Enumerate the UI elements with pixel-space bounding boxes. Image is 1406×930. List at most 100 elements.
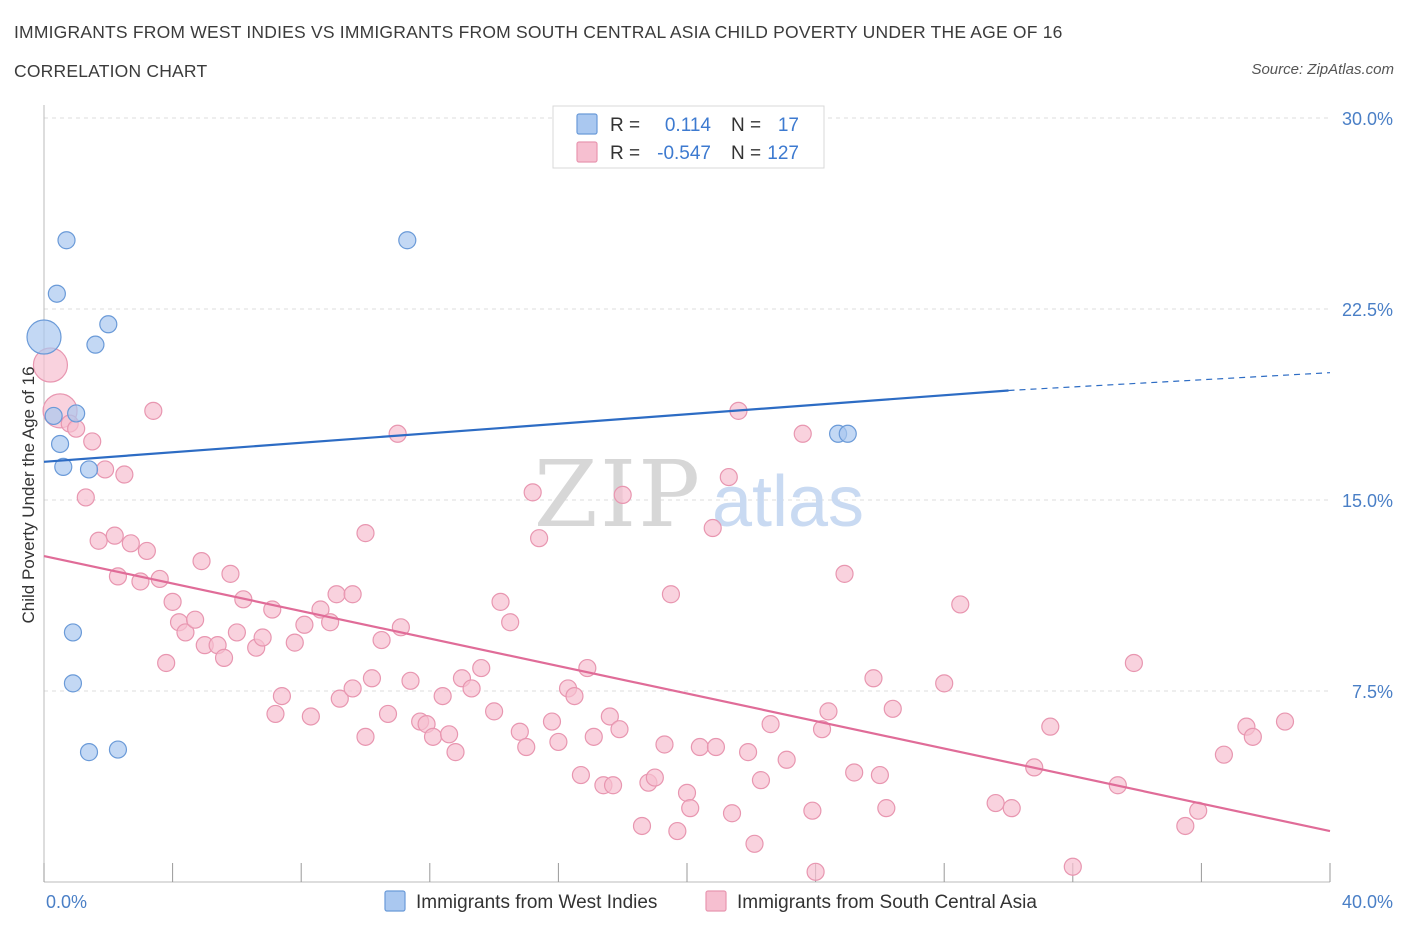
chart-title: IMMIGRANTS FROM WEST INDIES VS IMMIGRANT…	[14, 22, 1063, 42]
south-central-asia-point-52	[439, 725, 459, 744]
south-central-asia-point-59	[501, 613, 520, 632]
south-central-asia-point-37	[272, 686, 292, 706]
legend-r-value-west-indies: 0.114	[665, 115, 712, 136]
west-indies-point-5	[44, 406, 63, 426]
west-indies-point-1	[57, 231, 76, 250]
south-central-asia-point-7	[115, 465, 134, 484]
south-central-asia-point-102	[835, 564, 854, 583]
south-central-asia-point-81	[655, 735, 674, 754]
south-central-asia-point-67	[549, 732, 568, 752]
west-indies-point-4	[86, 335, 105, 354]
south-central-asia-point-56	[472, 658, 491, 678]
south-central-asia-point-95	[761, 715, 780, 734]
south-central-asia-point-74	[603, 776, 623, 795]
south-central-asia-point-22	[192, 552, 211, 571]
south-central-asia-point-106	[877, 799, 896, 818]
south-central-asia-point-58	[491, 592, 510, 611]
south-central-asia-point-82	[661, 585, 681, 604]
south-central-asia-point-25	[227, 623, 246, 642]
south-central-asia-point-6	[95, 460, 115, 479]
south-central-asia-point-109	[951, 595, 970, 614]
legend-swatch-west-indies	[576, 113, 598, 135]
south-central-asia-point-86	[690, 737, 709, 757]
south-central-asia-point-70	[571, 765, 591, 785]
south-central-asia-point-30	[157, 653, 176, 673]
south-central-asia-point-36	[343, 585, 362, 604]
south-central-asia-point-60	[510, 722, 529, 741]
y-tick-label-0: 7.5%	[1352, 682, 1393, 702]
y-tick-label-2: 22.5%	[1342, 300, 1393, 320]
legend-r-value-south-central-asia: -0.547	[657, 143, 711, 164]
south-central-asia-point-4	[83, 432, 102, 451]
south-central-asia-point-90	[722, 804, 742, 823]
south-central-asia-point-55	[462, 679, 481, 698]
y-tick-label-1: 15.0%	[1342, 491, 1393, 511]
south-central-asia-point-93	[745, 834, 764, 853]
south-central-asia-point-110	[986, 793, 1005, 813]
south-central-asia-point-61	[517, 737, 536, 757]
legend-n-label-west-indies: N =	[731, 115, 761, 136]
south-central-asia-point-10	[105, 526, 124, 545]
south-central-asia-point-63	[530, 529, 549, 548]
south-central-asia-point-80	[645, 768, 664, 787]
series-south-central-asia-points	[32, 347, 1295, 881]
south-central-asia-point-43	[372, 630, 391, 650]
chart-subtitle: CORRELATION CHART	[14, 61, 208, 81]
series-west-indies-points	[26, 231, 857, 762]
south-central-asia-point-38	[266, 704, 285, 724]
west-indies-point-15	[79, 743, 99, 762]
source-credit: Source: ZipAtlas.com	[1251, 61, 1394, 78]
south-central-asia-point-29	[214, 648, 234, 667]
south-central-asia-point-114	[1063, 857, 1082, 876]
south-central-asia-point-97	[793, 424, 812, 443]
top-legend: R = 0.114 N = 17 R = -0.547 N = 127	[552, 105, 825, 169]
south-central-asia-point-39	[301, 707, 320, 726]
south-central-asia-trend-line	[43, 554, 1331, 833]
south-central-asia-point-104	[864, 669, 883, 688]
legend-n-value-west-indies: 17	[778, 115, 799, 136]
south-central-asia-point-117	[1176, 816, 1195, 836]
bottom-legend: Immigrants from West Indies Immigrants f…	[384, 890, 1037, 913]
legend-r-label-west-indies: R =	[610, 115, 640, 136]
south-central-asia-point-85	[681, 799, 700, 818]
bottom-legend-label-south-central-asia: Immigrants from South Central Asia	[737, 892, 1037, 913]
south-central-asia-point-32	[295, 615, 314, 634]
trend-lines	[43, 372, 1331, 833]
south-central-asia-point-3	[67, 419, 86, 438]
south-central-asia-point-65	[356, 524, 375, 543]
south-central-asia-point-88	[706, 737, 726, 757]
west-indies-point-0	[26, 319, 62, 355]
south-central-asia-point-78	[632, 816, 652, 836]
axes	[43, 105, 1331, 883]
south-central-asia-point-103	[845, 763, 864, 782]
west-indies-point-10	[398, 231, 417, 250]
south-central-asia-point-18	[176, 623, 195, 642]
south-central-asia-point-46	[378, 704, 398, 724]
south-central-asia-point-57	[485, 702, 504, 721]
south-central-asia-point-16	[163, 592, 182, 611]
south-central-asia-point-40	[330, 689, 349, 708]
west-indies-trend-extension	[1008, 372, 1331, 392]
south-central-asia-point-94	[751, 771, 771, 790]
south-central-asia-point-98	[803, 801, 822, 820]
south-central-asia-point-72	[584, 727, 603, 746]
x-tick-label-0: 0.0%	[46, 892, 87, 912]
south-central-asia-point-23	[221, 564, 240, 583]
south-central-asia-point-113	[1041, 717, 1060, 736]
south-central-asia-point-89	[719, 467, 738, 487]
west-indies-point-8	[54, 457, 73, 476]
south-central-asia-point-107	[883, 699, 902, 718]
south-central-asia-point-100	[819, 702, 838, 721]
south-central-asia-point-27	[253, 628, 272, 647]
south-central-asia-point-8	[76, 488, 95, 507]
south-central-asia-point-105	[870, 765, 890, 785]
west-indies-point-2	[47, 284, 66, 303]
west-indies-point-9	[79, 460, 99, 479]
west-indies-point-13	[63, 623, 83, 642]
south-central-asia-point-66	[542, 712, 562, 731]
south-central-asia-point-122	[1275, 712, 1295, 731]
legend-n-value-south-central-asia: 127	[767, 143, 799, 164]
legend-swatch-south-central-asia	[576, 141, 598, 163]
west-indies-point-12	[838, 424, 857, 443]
